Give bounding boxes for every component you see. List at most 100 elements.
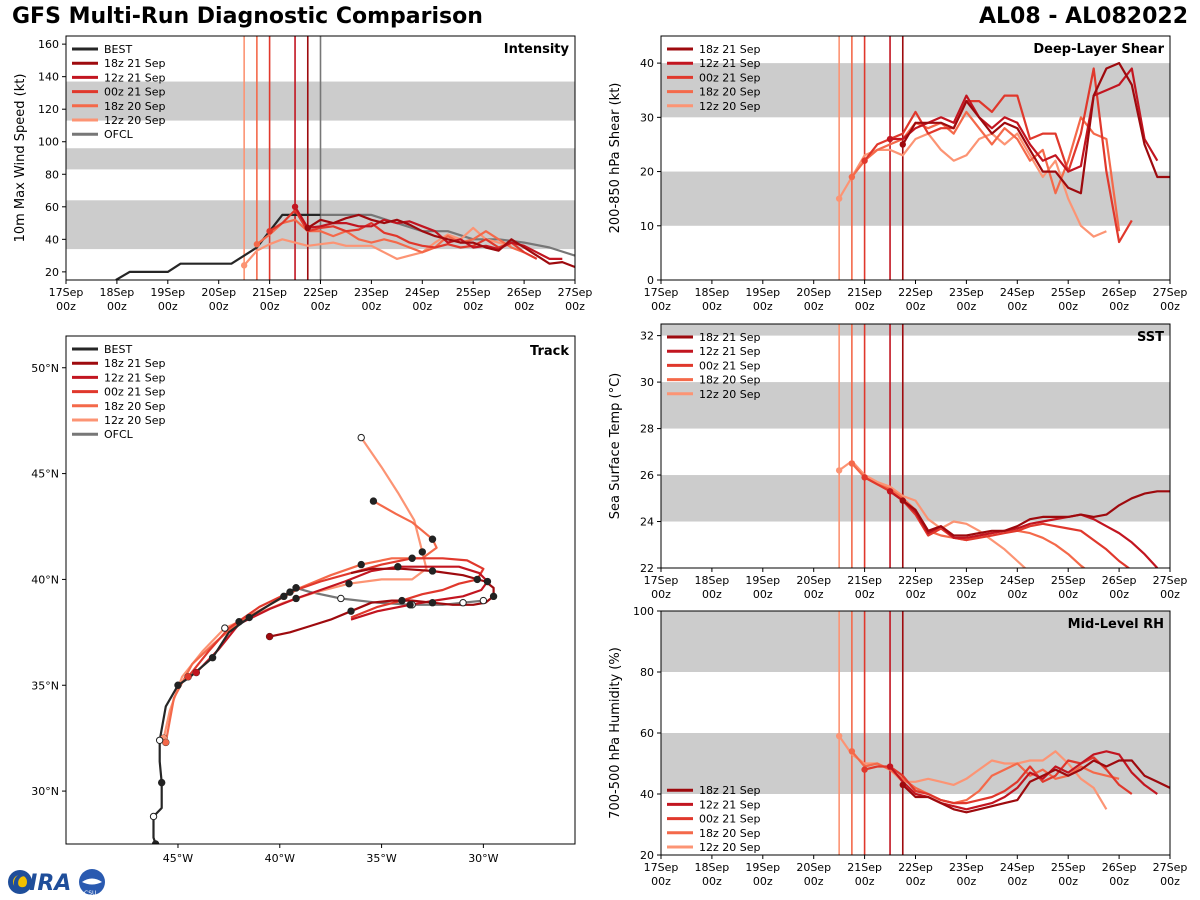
x-tick-label: 20Sep <box>201 286 236 299</box>
panel-title: Deep-Layer Shear <box>1033 42 1164 57</box>
x-tick-label: 00z <box>957 588 977 601</box>
legend-label: 12z 20 Sep <box>699 841 761 854</box>
legend-label: 12z 21 Sep <box>699 57 761 70</box>
series-init-point <box>886 488 894 495</box>
panel-title: Intensity <box>504 42 570 57</box>
x-tick-label: 00z <box>1109 588 1129 601</box>
series-line-18z-21-sep <box>901 61 1170 195</box>
y-axis-label: 10m Max Wind Speed (kt) <box>13 74 28 243</box>
legend-label: 12z 21 Sep <box>104 371 166 384</box>
y-tick-label: 28 <box>640 423 654 436</box>
x-tick-label: 22Sep <box>303 286 338 299</box>
track-point <box>174 681 182 689</box>
x-tick-label: 00z <box>1007 588 1027 601</box>
track-line-00z-21-sep <box>187 557 485 678</box>
series-line-00z-21-sep <box>864 756 1133 805</box>
track-point <box>428 599 437 607</box>
x-tick-label: 23Sep <box>949 861 984 874</box>
threshold-band <box>661 382 1170 429</box>
series-line-12z-21-sep <box>890 67 1159 173</box>
series-line-18z-21-sep <box>902 759 1170 814</box>
legend-label: 18z 21 Sep <box>699 43 761 56</box>
cira-logo-graphic: CIRA CSU <box>8 869 105 897</box>
y-tick-label: 30 <box>640 376 654 389</box>
logo-wave-icon <box>82 878 102 885</box>
y-tick-label: 30 <box>640 111 654 124</box>
x-tick-label: 00z <box>463 300 483 313</box>
x-tick-label: 30°W <box>468 852 498 865</box>
legend-label: 00z 21 Sep <box>104 86 166 99</box>
track-point <box>347 607 355 615</box>
logo-sun-icon <box>13 875 27 889</box>
x-tick-label: 45°W <box>163 852 193 865</box>
x-tick-label: 24Sep <box>1000 574 1035 587</box>
x-tick-label: 18Sep <box>695 574 730 587</box>
x-tick-label: 00z <box>804 300 824 313</box>
series-line-12z-20-sep <box>838 460 1027 568</box>
track-point <box>245 613 253 622</box>
y-tick-label: 30°N <box>31 785 59 798</box>
x-tick-label: 25Sep <box>1051 574 1086 587</box>
track-point <box>394 563 402 571</box>
y-tick-label: 40 <box>45 233 59 246</box>
y-tick-label: 20 <box>45 266 59 279</box>
series-line-00z-21-sep <box>269 209 538 260</box>
x-tick-label: 24Sep <box>405 286 440 299</box>
series-init-point <box>848 460 856 467</box>
x-tick-label: 00z <box>753 588 773 601</box>
x-tick-label: 19Sep <box>745 574 780 587</box>
chart-intensity: 2040608010012014016017Sep00z18Sep00z19Se… <box>13 35 593 313</box>
x-tick-label: 00z <box>753 875 773 888</box>
track-line-18z-20-sep <box>164 500 438 743</box>
track-point <box>208 654 217 662</box>
y-tick-label: 0 <box>647 274 654 287</box>
series-init-point <box>835 467 843 474</box>
chart-shear: 01020304017Sep00z18Sep00z19Sep00z20Sep00… <box>608 35 1187 313</box>
x-tick-label: 00z <box>855 300 875 313</box>
y-tick-label: 60 <box>640 727 654 740</box>
chart-rh: 2040608010017Sep00z18Sep00z19Sep00z20Sep… <box>608 605 1187 888</box>
track-point <box>428 535 437 543</box>
series-line-18z-20-sep <box>851 110 1121 232</box>
storm-id-title: AL08 - AL082022 <box>979 4 1188 29</box>
x-tick-label: 35°W <box>366 852 396 865</box>
x-tick-label: 00z <box>702 875 722 888</box>
x-tick-label: 00z <box>957 875 977 888</box>
track-init-point <box>162 739 170 746</box>
panel-title: Track <box>530 344 569 359</box>
legend-label: 18z 20 Sep <box>699 86 761 99</box>
x-tick-label: 00z <box>107 300 127 313</box>
panel-title: SST <box>1137 330 1164 345</box>
legend-label: 18z 21 Sep <box>699 331 761 344</box>
x-tick-label: 22Sep <box>898 574 933 587</box>
x-tick-label: 23Sep <box>354 286 389 299</box>
series-init-point <box>861 474 868 481</box>
plot-area <box>661 324 1170 568</box>
x-tick-label: 00z <box>565 300 585 313</box>
x-tick-label: 22Sep <box>898 861 933 874</box>
x-tick-label: 23Sep <box>949 574 984 587</box>
y-tick-label: 20 <box>640 166 654 179</box>
x-tick-label: 00z <box>260 300 280 313</box>
y-tick-label: 100 <box>633 605 654 618</box>
x-tick-label: 40°W <box>265 852 295 865</box>
figure-title: GFS Multi-Run Diagnostic Comparison <box>12 4 483 29</box>
y-tick-label: 80 <box>45 168 59 181</box>
legend-label: 12z 21 Sep <box>699 798 761 811</box>
y-tick-label: 160 <box>38 38 59 51</box>
track-init-point <box>192 669 200 676</box>
y-tick-label: 45°N <box>31 468 59 481</box>
threshold-band <box>661 324 1170 336</box>
x-tick-label: 00z <box>1109 300 1129 313</box>
series-init-point <box>835 732 843 740</box>
track-point <box>369 497 378 505</box>
series-line-00z-21-sep <box>863 67 1133 244</box>
x-tick-label: 25Sep <box>1051 286 1086 299</box>
x-tick-label: 00z <box>412 300 432 313</box>
track-point <box>406 601 414 609</box>
track-point <box>235 618 243 626</box>
chart-track: 30°N 35°N 40°N 45°N 50°N 45°W 40°W 35°W 30°W Trac… <box>31 335 576 865</box>
series-line-18z-20-sep <box>256 218 525 254</box>
x-tick-label: 27Sep <box>558 286 593 299</box>
